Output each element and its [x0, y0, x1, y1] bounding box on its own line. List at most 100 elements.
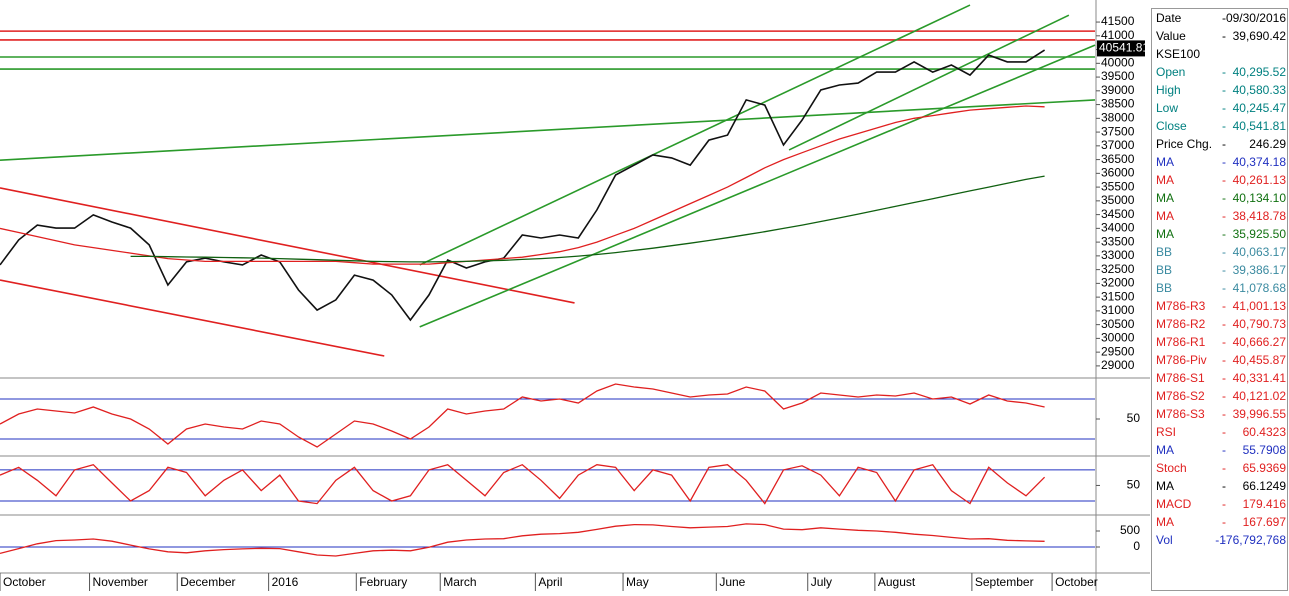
info-value: 40,245.47: [1233, 101, 1287, 115]
x-tick-label: November: [93, 575, 148, 589]
info-label: KSE100: [1156, 47, 1200, 61]
y-tick-label: 34500: [1101, 207, 1135, 221]
y-tick-label: 34000: [1101, 221, 1135, 235]
info-value: 41,078.68: [1233, 281, 1287, 295]
info-label: MA: [1156, 443, 1174, 457]
info-value: 40,541.81: [1233, 119, 1287, 133]
info-label: M786-S3: [1156, 407, 1205, 421]
info-separator: -: [1222, 119, 1226, 133]
info-label: Low: [1156, 101, 1178, 115]
info-separator: -: [1222, 155, 1226, 169]
info-label: M786-S2: [1156, 389, 1205, 403]
info-label: MA: [1156, 227, 1174, 241]
info-separator: -: [1222, 317, 1226, 331]
info-separator: -: [1222, 299, 1226, 313]
info-separator: -: [1222, 29, 1226, 43]
info-label: MA: [1156, 191, 1174, 205]
info-separator: -: [1222, 515, 1226, 529]
y-tick-label: 0: [1133, 539, 1140, 553]
info-value: 09/30/2016: [1226, 11, 1286, 25]
info-label: MACD: [1156, 497, 1192, 511]
series-line: [0, 105, 1045, 265]
info-separator: -: [1222, 335, 1226, 349]
y-tick-label: 41500: [1101, 14, 1135, 28]
info-value: 40,790.73: [1233, 317, 1287, 331]
info-value: 41,001.13: [1233, 299, 1287, 313]
info-separator: -: [1222, 227, 1226, 241]
x-tick-label: February: [359, 575, 407, 589]
series-line: [0, 383, 1045, 448]
info-label: Close: [1156, 119, 1187, 133]
info-label: Price Chg.: [1156, 137, 1212, 151]
info-label: MA: [1156, 479, 1174, 493]
info-label: M786-R1: [1156, 335, 1206, 349]
info-separator: -: [1222, 533, 1226, 547]
info-label: Open: [1156, 65, 1185, 79]
trend-line: [0, 187, 575, 304]
info-separator: -: [1222, 353, 1226, 367]
y-tick-label: 50: [1127, 478, 1141, 492]
y-tick-label: 29000: [1101, 358, 1135, 372]
y-tick-label: 40000: [1101, 55, 1135, 69]
y-tick-label: 30500: [1101, 317, 1135, 331]
info-separator: -: [1222, 191, 1226, 205]
info-value: 39,386.17: [1233, 263, 1287, 277]
info-value: 40,134.10: [1233, 191, 1287, 205]
info-separator: -: [1222, 407, 1226, 421]
info-value: 40,261.13: [1233, 173, 1287, 187]
info-label: Vol: [1156, 533, 1173, 547]
info-value: 40,331.41: [1233, 371, 1287, 385]
info-separator: -: [1222, 11, 1226, 25]
info-separator: -: [1222, 281, 1226, 295]
last-price-label: 40541.81: [1099, 41, 1149, 55]
info-separator: -: [1222, 101, 1226, 115]
x-tick-label: December: [180, 575, 235, 589]
trend-line: [419, 4, 971, 266]
info-value: 40,063.17: [1233, 245, 1287, 259]
info-label: High: [1156, 83, 1181, 97]
info-value: 40,121.02: [1233, 389, 1287, 403]
info-separator: -: [1222, 263, 1226, 277]
info-separator: -: [1222, 245, 1226, 259]
info-label: BB: [1156, 245, 1172, 259]
y-tick-label: 31000: [1101, 303, 1135, 317]
info-value: 40,374.18: [1233, 155, 1287, 169]
info-label: Date: [1156, 11, 1182, 25]
info-label: M786-R2: [1156, 317, 1206, 331]
y-tick-label: 39000: [1101, 83, 1135, 97]
info-label: M786-S1: [1156, 371, 1205, 385]
info-value: 60.4323: [1243, 425, 1287, 439]
y-tick-label: 38000: [1101, 111, 1135, 125]
y-tick-label: 30000: [1101, 331, 1135, 345]
info-value: 40,580.33: [1233, 83, 1287, 97]
y-tick-label: 31500: [1101, 289, 1135, 303]
info-value: 167.697: [1243, 515, 1287, 529]
x-tick-label: September: [975, 575, 1034, 589]
info-label: MA: [1156, 515, 1174, 529]
info-label: M786-R3: [1156, 299, 1206, 313]
info-separator: -: [1222, 371, 1226, 385]
series-line: [0, 463, 1046, 505]
y-tick-label: 36500: [1101, 152, 1135, 166]
info-value: 40,666.27: [1233, 335, 1287, 349]
trend-line: [788, 14, 1070, 151]
info-separator: -: [1222, 425, 1226, 439]
y-tick-label: 37000: [1101, 138, 1135, 152]
series-line: [130, 175, 1045, 263]
info-separator: -: [1222, 65, 1226, 79]
x-tick-label: October: [1055, 575, 1098, 589]
info-label: MA: [1156, 209, 1174, 223]
info-label: M786-Piv: [1156, 353, 1207, 367]
info-separator: -: [1222, 209, 1226, 223]
trend-line: [419, 44, 1096, 328]
y-tick-label: 32500: [1101, 262, 1135, 276]
y-tick-label: 50: [1127, 411, 1141, 425]
info-value: 40,295.52: [1233, 65, 1287, 79]
info-label: BB: [1156, 263, 1172, 277]
info-value: 55.7908: [1243, 443, 1287, 457]
y-tick-label: 41000: [1101, 28, 1135, 42]
x-tick-label: August: [878, 575, 916, 589]
info-separator: -: [1222, 443, 1226, 457]
